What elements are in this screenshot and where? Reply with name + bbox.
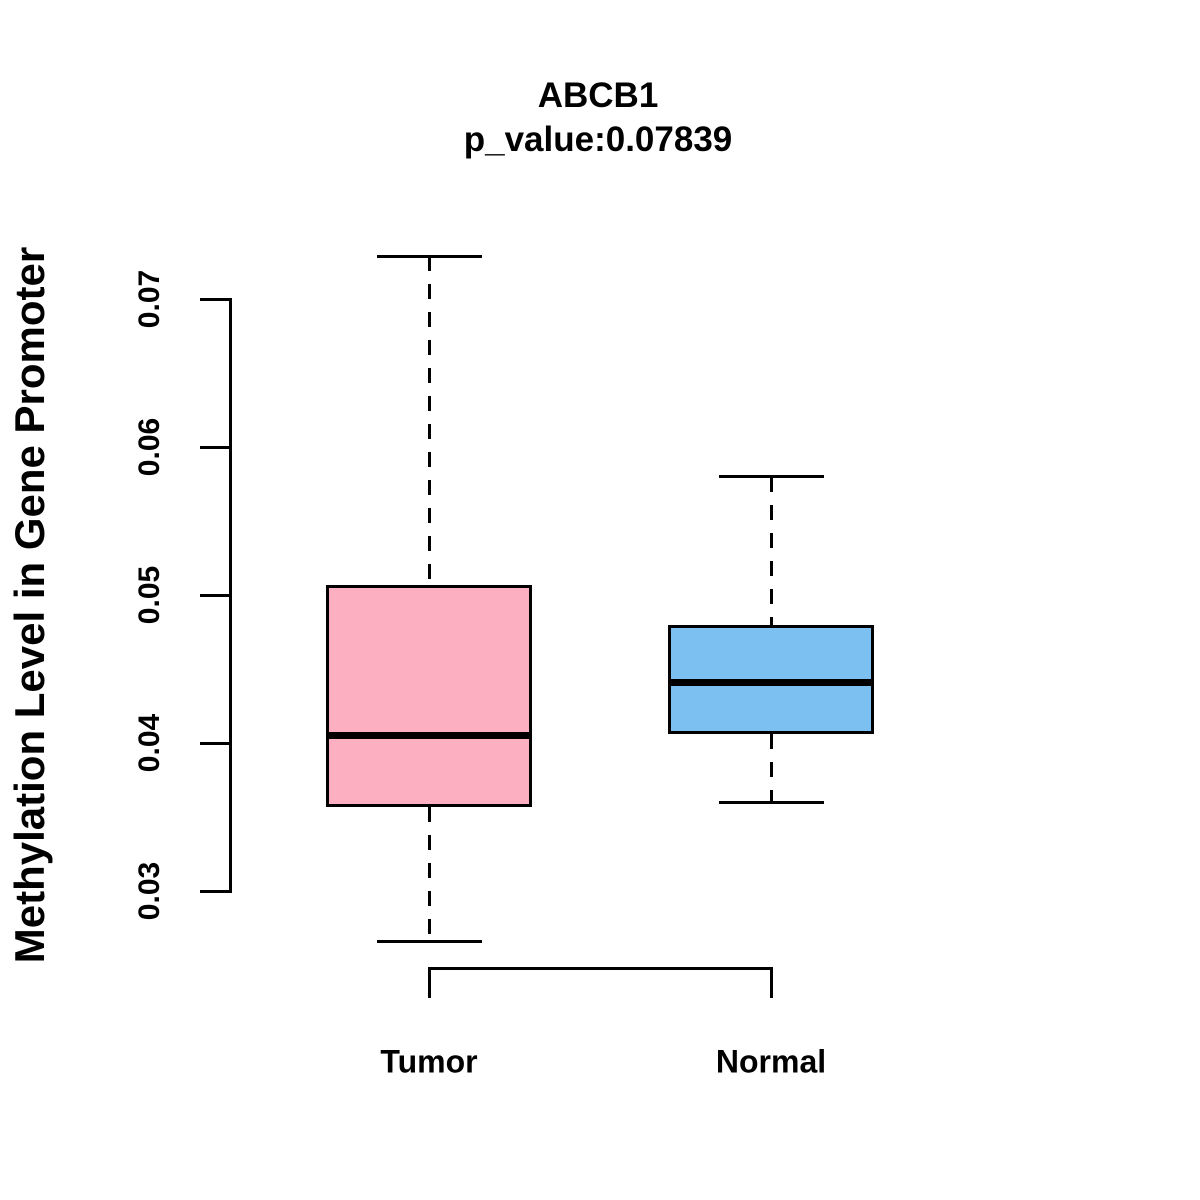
- y-axis-tick: [200, 445, 230, 449]
- y-axis-tick-label: 0.05: [133, 565, 166, 625]
- lower-whisker: [769, 734, 773, 803]
- median-line: [668, 678, 874, 686]
- y-axis-tick: [200, 741, 230, 745]
- upper-whisker-cap: [376, 254, 482, 258]
- lower-whisker-cap: [376, 939, 482, 943]
- y-axis-tick: [200, 593, 230, 597]
- x-axis-tick: [769, 968, 773, 998]
- y-axis-tick-label: 0.04: [133, 713, 166, 773]
- lower-whisker-cap: [718, 800, 824, 804]
- y-axis-tick-label: 0.07: [133, 269, 166, 329]
- y-axis-tick: [200, 297, 230, 301]
- x-axis-tick: [427, 968, 431, 998]
- y-axis-tick-label: 0.06: [133, 417, 166, 477]
- x-group-label: Normal: [715, 1043, 827, 1080]
- box-tumor: [326, 584, 532, 807]
- upper-whisker-cap: [718, 475, 824, 479]
- upper-whisker: [769, 476, 773, 625]
- chart-subtitle: p_value:0.07839: [463, 120, 733, 159]
- chart-title: ABCB1: [537, 76, 659, 115]
- x-axis-line: [427, 966, 773, 970]
- y-axis-label: Methylation Level in Gene Promoter: [6, 246, 53, 964]
- median-line: [326, 732, 532, 740]
- y-axis-tick: [200, 889, 230, 893]
- y-axis-line: [228, 297, 232, 893]
- upper-whisker: [427, 256, 431, 585]
- lower-whisker: [427, 806, 431, 942]
- x-group-label: Tumor: [380, 1043, 478, 1080]
- y-axis-tick-label: 0.03: [133, 861, 166, 921]
